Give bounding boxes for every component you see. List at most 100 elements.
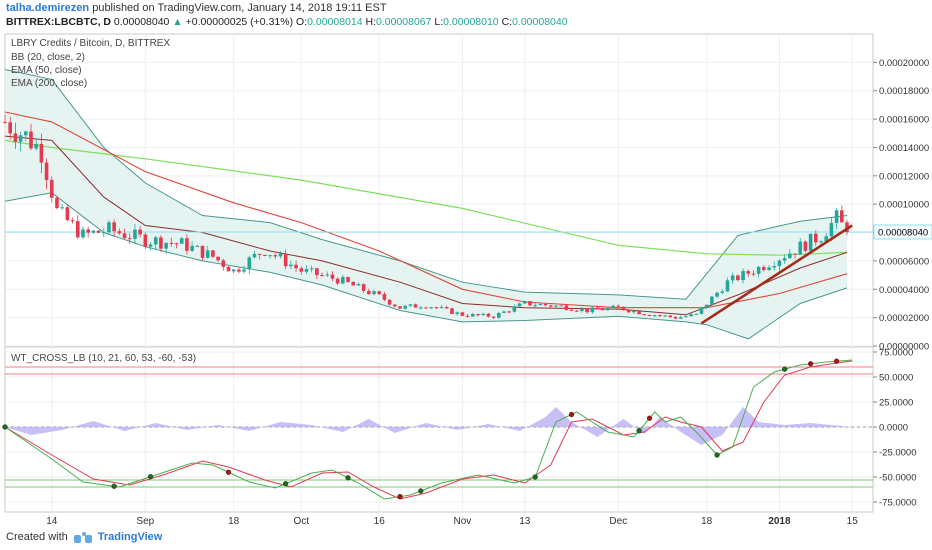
- time-axis-label: Sep: [136, 516, 154, 527]
- candle-body-2017-10-01: [299, 268, 304, 272]
- candle-body-2017-09-27: [278, 253, 283, 257]
- candle-body-2017-08-16: [60, 207, 64, 209]
- close-value: 0.00008040: [512, 16, 568, 28]
- candle-body-2017-12-28: [756, 267, 761, 274]
- candle-body-2017-08-19: [75, 221, 80, 238]
- candle-body-2017-12-04: [632, 310, 636, 313]
- candle-body-2017-11-10: [507, 311, 511, 313]
- time-axis-label: Nov: [453, 516, 471, 527]
- cross-dot-bearish: [646, 415, 653, 421]
- candle-body-2017-09-03: [153, 237, 158, 245]
- candle-body-2017-11-03: [470, 314, 475, 317]
- candle-body-2017-11-29: [606, 307, 610, 311]
- candle-body-2017-09-17: [226, 266, 231, 272]
- candle-body-2017-10-19: [393, 304, 397, 307]
- ema50-line: [4, 111, 848, 309]
- candle-body-2017-08-23: [96, 230, 101, 233]
- wt1-line: [4, 359, 853, 500]
- publish-info: published on TradingView.com, January 14…: [92, 2, 387, 14]
- candle-body-2017-11-07: [491, 316, 496, 318]
- candle-body-2018-01-06: [803, 241, 808, 251]
- candle-body-2017-10-21: [403, 305, 408, 309]
- candle-body-2017-08-17: [65, 207, 70, 221]
- candle-body-2017-08-09: [23, 131, 28, 136]
- candle-body-2017-08-30: [133, 229, 137, 239]
- candle-body-2017-10-14: [367, 290, 371, 295]
- candle-body-2017-12-09: [658, 315, 662, 317]
- open-label: O:: [296, 16, 308, 28]
- last-price: 0.00008040: [113, 16, 170, 28]
- candle-body-2017-10-27: [434, 307, 439, 309]
- candle-body-2017-08-28: [122, 233, 127, 239]
- cross-dot-bearish: [833, 358, 840, 364]
- candle-body-2017-09-02: [148, 244, 153, 247]
- candle-body-2018-01-07: [808, 233, 813, 251]
- candle-body-2017-11-17: [543, 304, 548, 306]
- cross-dot-bearish: [225, 469, 232, 475]
- candle-body-2017-10-04: [315, 268, 319, 276]
- candle-body-2017-10-02: [304, 269, 309, 272]
- osc-axis-label: -50.0000: [879, 473, 917, 484]
- candle-body-2017-09-11: [195, 245, 200, 247]
- candle-body-2017-08-13: [44, 162, 49, 180]
- candle-body-2017-12-15: [689, 314, 693, 317]
- candle-body-2017-09-01: [143, 234, 148, 247]
- candle-body-2017-11-16: [538, 304, 543, 306]
- price-axis-label: 0.00002000: [879, 313, 929, 324]
- candle-body-2017-10-07: [330, 274, 335, 279]
- candle-body-2017-11-26: [590, 307, 595, 313]
- cross-dot-bearish: [397, 493, 403, 500]
- candle-body-2017-08-14: [49, 179, 54, 198]
- candle-body-2017-08-24: [101, 232, 106, 234]
- candle-body-2017-09-24: [263, 254, 267, 256]
- bb-band-fill: [5, 69, 847, 339]
- price-axis-label: 0.00004000: [879, 285, 929, 296]
- ohlc-header: BITTREX:LBCBTC, D 0.00008040 ▲ +0.000000…: [6, 16, 568, 28]
- publish-header: talha.demirezen published on TradingView…: [6, 2, 387, 14]
- candle-body-2017-10-11: [351, 282, 356, 286]
- candle-body-2017-10-29: [444, 307, 449, 309]
- candle-body-2017-08-12: [39, 143, 44, 163]
- legend-ema200: EMA (200, close): [11, 78, 88, 89]
- high-value: 0.00008067: [376, 16, 432, 28]
- candle-body-2017-11-19: [554, 305, 558, 307]
- candle-body-2017-10-13: [361, 284, 366, 291]
- low-value: 0.00008010: [443, 16, 499, 28]
- candle-body-2017-11-25: [585, 308, 589, 313]
- cross-dot-bullish: [418, 488, 424, 494]
- time-axis-label: 18: [701, 516, 713, 527]
- candle-body-2017-12-17: [699, 307, 704, 314]
- candle-body-2017-09-10: [190, 245, 194, 251]
- author-link[interactable]: talha.demirezen: [6, 2, 90, 14]
- candle-body-2017-09-15: [216, 256, 220, 261]
- candle-body-2017-11-04: [476, 314, 480, 316]
- candle-body-2017-12-16: [694, 313, 699, 315]
- candle-body-2017-11-06: [486, 313, 491, 317]
- price-axis-label: 0.00000000: [879, 342, 929, 353]
- candle-body-2017-12-27: [751, 273, 756, 275]
- candle-body-2017-09-28: [283, 253, 288, 267]
- candle-body-2017-08-22: [91, 230, 96, 233]
- osc-axis-label: 75.0000: [879, 348, 913, 359]
- candle-body-2017-08-26: [112, 222, 116, 232]
- candle-body-2017-10-15: [372, 291, 376, 295]
- candle-body-2017-08-25: [107, 222, 111, 233]
- candle-body-2017-11-15: [533, 305, 537, 307]
- tradingview-link[interactable]: TradingView: [97, 531, 163, 543]
- candle-body-2017-10-30: [450, 308, 454, 314]
- candle-body-2018-01-10: [824, 236, 829, 242]
- bb-basis-line: [4, 135, 848, 316]
- candle-body-2017-11-22: [569, 309, 574, 311]
- candle-body-2017-09-22: [252, 253, 257, 258]
- candle-body-2017-10-03: [309, 268, 314, 270]
- candle-body-2017-09-23: [257, 253, 262, 255]
- candle-body-2017-12-13: [678, 317, 683, 319]
- cross-dot-bullish: [111, 483, 117, 489]
- candle-body-2017-10-16: [377, 291, 382, 295]
- candle-body-2017-09-29: [289, 264, 293, 267]
- cross-dot-bullish: [781, 366, 788, 372]
- candle-body-2017-08-08: [18, 135, 23, 142]
- symbol-label[interactable]: BITTREX:LBCBTC, D: [6, 16, 111, 28]
- candle-body-2017-09-05: [164, 242, 168, 249]
